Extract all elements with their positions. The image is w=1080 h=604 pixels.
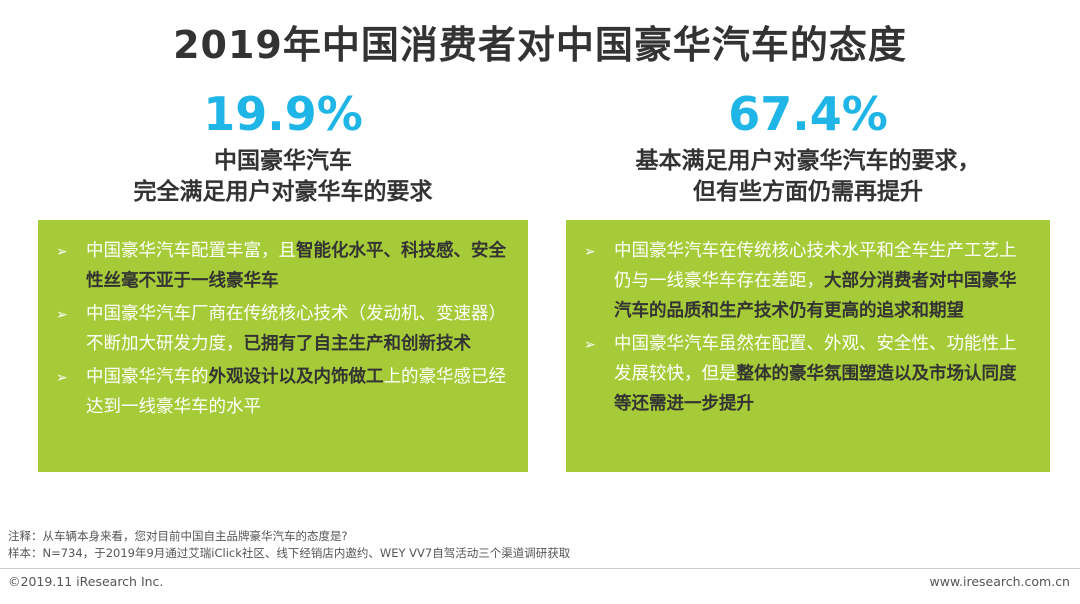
bullet-part-bold: 整体的豪华氛围塑造以及市场认同度等还需进一步提升 [614,364,1017,414]
bullet-part-bold: 已拥有了自主生产和创新技术 [243,334,472,354]
footer-copyright: ©2019.11 iResearch Inc. [8,574,164,589]
right-percent: 67.4% [728,87,888,141]
notes: 注释：从车辆本身来看，您对目前中国自主品牌豪华汽车的态度是? 样本：N=734，… [8,528,570,562]
arrow-right-icon: ➢ [56,307,68,323]
arrow-right-icon: ➢ [56,370,68,386]
left-heading-line1: 中国豪华汽车 [214,148,352,174]
left-heading: 中国豪华汽车 完全满足用户对豪华车的要求 [38,146,528,208]
bullet-part: 中国豪华汽车虽然在配置、外观、安全性、功能性上发展较快，但是 [614,334,1017,384]
arrow-right-icon: ➢ [56,244,68,260]
bullet-text: 中国豪华汽车的外观设计以及内饰做工上的豪华感已经达到一线豪华车的水平 [86,362,508,422]
bullet-part: 中国豪华汽车配置丰富，且 [86,241,296,261]
left-column: 19.9% 中国豪华汽车 完全满足用户对豪华车的要求 ➢ 中国豪华汽车配置丰富，… [38,86,528,472]
right-heading-line1: 基本满足用户对豪华汽车的要求， [635,148,981,174]
right-heading-line2: 但有些方面仍需再提升 [693,179,923,205]
bullet-text: 中国豪华汽车厂商在传统核心技术（发动机、变速器）不断加大研发力度，已拥有了自主生… [86,299,508,359]
bullet-part-bold: 大部分消费者对中国豪华汽车的品质和生产技术仍有更高的追求和期望 [614,271,1017,321]
left-bullet-3: ➢ 中国豪华汽车的外观设计以及内饰做工上的豪华感已经达到一线豪华车的水平 [56,362,508,422]
bullet-text: 中国豪华汽车虽然在配置、外观、安全性、功能性上发展较快，但是整体的豪华氛围塑造以… [614,329,1030,419]
bullet-part: 中国豪华汽车厂商在传统核心技术（发动机、变速器）不断加大研发力度， [86,304,506,354]
arrow-right-icon: ➢ [584,337,596,353]
note-line-1: 注释：从车辆本身来看，您对目前中国自主品牌豪华汽车的态度是? [8,529,348,543]
bullet-part: 中国豪华汽车在传统核心技术水平和全车生产工艺上仍与一线豪华车存在差距， [614,241,1017,291]
left-heading-line2: 完全满足用户对豪华车的要求 [133,179,433,205]
right-column: 67.4% 基本满足用户对豪华汽车的要求， 但有些方面仍需再提升 ➢ 中国豪华汽… [566,86,1050,472]
footer-divider [0,568,1080,569]
bullet-part: 中国豪华汽车的 [86,367,209,387]
left-percent: 19.9% [203,87,363,141]
footer-website: www.iresearch.com.cn [929,574,1071,589]
bullet-text: 中国豪华汽车在传统核心技术水平和全车生产工艺上仍与一线豪华车存在差距，大部分消费… [614,236,1030,326]
left-bullet-box: ➢ 中国豪华汽车配置丰富，且智能化水平、科技感、安全性丝毫不亚于一线豪华车 ➢ … [38,220,528,472]
right-bullet-2: ➢ 中国豪华汽车虽然在配置、外观、安全性、功能性上发展较快，但是整体的豪华氛围塑… [584,329,1030,419]
bullet-text: 中国豪华汽车配置丰富，且智能化水平、科技感、安全性丝毫不亚于一线豪华车 [86,236,508,296]
right-bullet-1: ➢ 中国豪华汽车在传统核心技术水平和全车生产工艺上仍与一线豪华车存在差距，大部分… [584,236,1030,326]
bullet-part: 上的豪华感已经达到一线豪华车的水平 [86,367,506,417]
left-bullet-2: ➢ 中国豪华汽车厂商在传统核心技术（发动机、变速器）不断加大研发力度，已拥有了自… [56,299,508,359]
bullet-part-bold: 外观设计以及内饰做工 [208,367,384,387]
bullet-part-bold: 智能化水平、科技感、安全性丝毫不亚于一线豪华车 [86,241,506,291]
left-bullet-1: ➢ 中国豪华汽车配置丰富，且智能化水平、科技感、安全性丝毫不亚于一线豪华车 [56,236,508,296]
arrow-right-icon: ➢ [584,244,596,260]
right-bullet-box: ➢ 中国豪华汽车在传统核心技术水平和全车生产工艺上仍与一线豪华车存在差距，大部分… [566,220,1050,472]
page-title: 2019年中国消费者对中国豪华汽车的态度 [173,23,907,67]
note-line-2: 样本：N=734，于2019年9月通过艾瑞iClick社区、线下经销店内邀约、W… [8,546,571,560]
right-heading: 基本满足用户对豪华汽车的要求， 但有些方面仍需再提升 [566,146,1050,208]
